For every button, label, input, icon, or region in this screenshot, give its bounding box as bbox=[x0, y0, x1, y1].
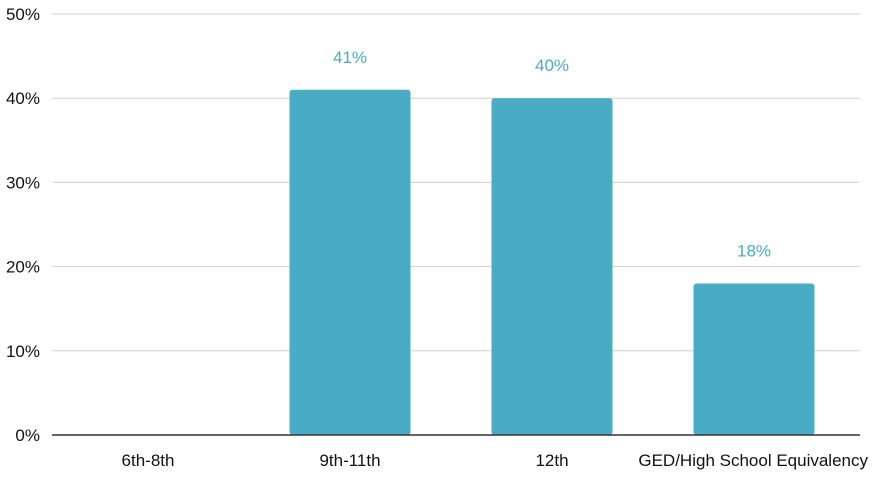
x-category-label: 9th-11th bbox=[319, 451, 380, 470]
y-tick-label: 30% bbox=[6, 173, 40, 192]
bars bbox=[289, 89, 815, 435]
data-label: 18% bbox=[737, 241, 771, 260]
bar bbox=[491, 98, 613, 435]
y-tick-label: 50% bbox=[6, 5, 40, 24]
y-axis-ticks: 0% 10% 20% 30% 40% 50% bbox=[6, 5, 40, 445]
bar bbox=[693, 283, 815, 435]
data-label: 41% bbox=[333, 48, 367, 67]
y-tick-label: 40% bbox=[6, 89, 40, 108]
y-tick-label: 20% bbox=[6, 258, 40, 277]
data-labels: 41% 40% 18% bbox=[333, 48, 771, 261]
bar bbox=[289, 89, 411, 435]
x-category-label: 12th bbox=[535, 451, 568, 470]
y-tick-label: 0% bbox=[15, 426, 40, 445]
x-category-label: GED/High School Equivalency bbox=[638, 451, 868, 470]
x-axis-categories: 6th-8th 9th-11th 12th GED/High School Equiv… bbox=[122, 451, 869, 470]
data-label: 40% bbox=[535, 56, 569, 75]
x-category-label: 6th-8th bbox=[122, 451, 175, 470]
y-tick-label: 10% bbox=[6, 342, 40, 361]
